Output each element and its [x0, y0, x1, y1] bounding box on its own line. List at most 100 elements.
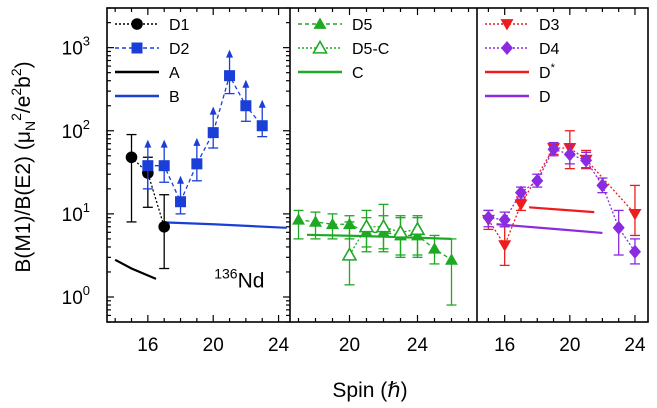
error-arrow-head [242, 79, 250, 88]
legend-label: D2 [169, 41, 190, 58]
x-tick-label: 24 [407, 335, 429, 356]
y-tick-label: 102 [62, 117, 90, 143]
data-series [125, 49, 642, 306]
data-point [309, 215, 322, 227]
y-tick-label: 103 [62, 34, 90, 60]
series-D [496, 223, 603, 235]
series-line [488, 148, 636, 253]
legend-entry: D* [485, 62, 556, 82]
data-point [498, 240, 512, 252]
data-point [392, 224, 409, 238]
series-line [529, 206, 595, 214]
data-point [292, 213, 305, 225]
legend-label: D4 [539, 41, 560, 58]
legend-entry: D5-C [298, 39, 389, 58]
data-point [256, 120, 268, 132]
legend-entry: D [485, 89, 551, 106]
legend-label: B [169, 89, 180, 106]
legend-label: D1 [169, 17, 190, 34]
data-point [498, 212, 511, 227]
legend-swatch-marker [500, 19, 514, 31]
x-axis-title: Spin (ℏ) [332, 379, 407, 402]
series-D3 [481, 130, 642, 267]
legend-swatch-marker [131, 18, 143, 30]
data-point [514, 199, 528, 211]
data-point [158, 160, 170, 172]
legend-entry: D5 [298, 17, 373, 34]
data-point [191, 158, 203, 170]
data-point [514, 185, 527, 200]
data-point [409, 221, 426, 236]
legend-label: A [169, 65, 180, 82]
legend-entry: D4 [485, 41, 560, 58]
legend-entry: C [298, 65, 364, 82]
legend-label: C [352, 65, 364, 82]
data-point [628, 244, 641, 259]
data-point [375, 218, 392, 233]
series-line [298, 219, 452, 261]
series-line [164, 221, 287, 229]
x-tick-label: 24 [624, 335, 646, 356]
data-point [445, 253, 458, 265]
series-line [114, 258, 157, 280]
series-line [496, 223, 603, 235]
data-point [563, 147, 576, 162]
legend-entry: D3 [485, 17, 560, 34]
data-point [547, 142, 560, 157]
data-point [125, 151, 138, 164]
data-point [224, 70, 236, 82]
legend-entry: D2 [115, 41, 190, 58]
series-B [164, 221, 287, 229]
error-arrow-head [144, 139, 152, 148]
y-axis-title: B(M1)/B(E2) (μN2/e2b2) [8, 61, 38, 272]
data-point [341, 246, 358, 261]
error-arrow-head [209, 106, 217, 115]
legend-entry: A [115, 65, 180, 82]
legend-label: D* [539, 62, 556, 82]
nucleus-annotation: 136Nd [214, 266, 264, 293]
legend-swatch-marker [312, 39, 328, 54]
error-arrow-head [177, 175, 185, 184]
data-point [482, 210, 495, 225]
error-arrow-head [258, 99, 266, 108]
series-line [131, 156, 165, 227]
y-tick-label: 101 [62, 200, 90, 226]
x-tick-label: 24 [268, 335, 290, 356]
error-arrow-head [193, 137, 201, 146]
legend-swatch-marker [313, 17, 327, 29]
error-arrow-head [226, 49, 234, 58]
x-tick-label: 20 [203, 335, 224, 356]
legend-label: D5-C [352, 41, 389, 58]
data-point [142, 160, 154, 172]
x-tick-label: 16 [137, 335, 158, 356]
x-tick-label: 20 [559, 335, 580, 356]
legend-label: D5 [352, 17, 373, 34]
x-tick-label: 16 [494, 335, 515, 356]
data-point [428, 242, 441, 254]
data-point [612, 220, 625, 235]
legend-label: D3 [539, 17, 560, 34]
series-D2 [142, 49, 268, 215]
data-point [207, 127, 219, 139]
legend-label: D [539, 89, 551, 106]
data-point [175, 196, 187, 208]
series-D4 [482, 141, 641, 265]
legend-entry: B [115, 89, 180, 106]
data-point [531, 173, 544, 188]
data-point [580, 153, 593, 168]
plot-border [106, 7, 649, 323]
model-lines [114, 206, 603, 280]
data-point [326, 217, 339, 230]
error-arrow-head [160, 139, 168, 148]
legends: D1 D2 AB D5 D5-C C D3 D4 D* D [115, 17, 560, 106]
data-point [628, 208, 642, 221]
series-A [114, 258, 157, 280]
y-tick-label: 100 [62, 283, 90, 309]
series-D* [529, 206, 595, 214]
x-tick-label: 20 [339, 335, 360, 356]
legend-swatch-marker [501, 41, 513, 55]
series-D5-C [341, 203, 426, 286]
axes: 100 101 102 103 16 20 24 20 24 16 20 24 [62, 7, 646, 356]
data-point [158, 220, 170, 233]
